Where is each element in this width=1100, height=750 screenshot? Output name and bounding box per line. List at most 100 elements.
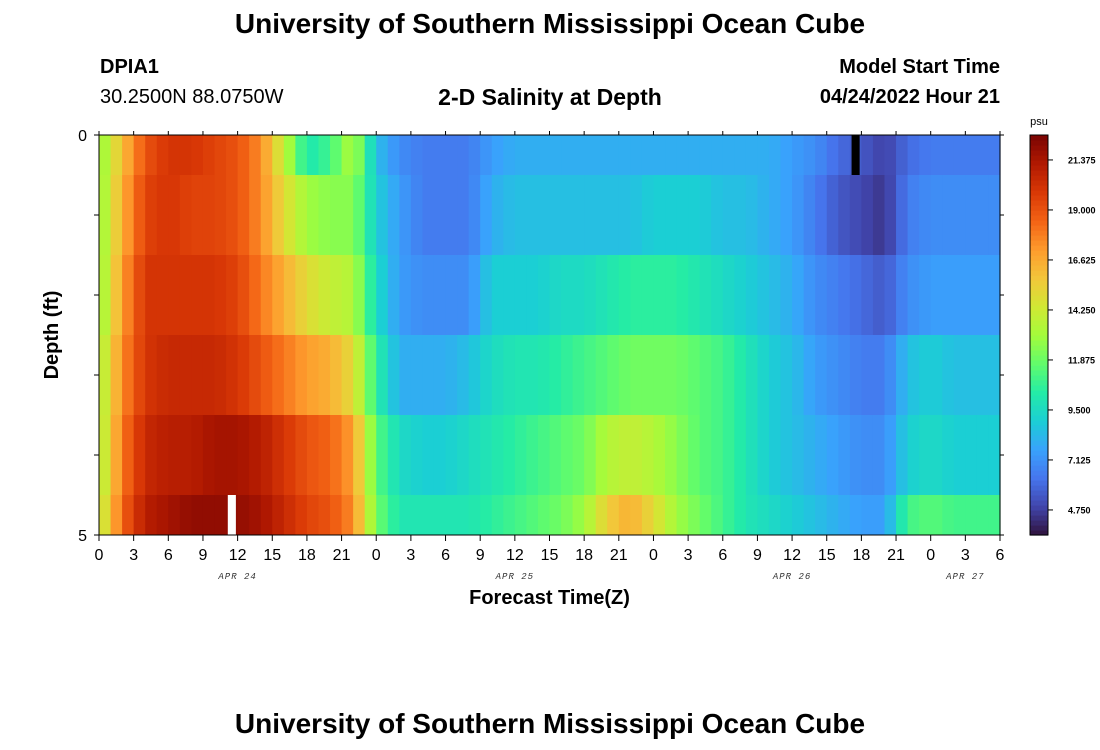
heatmap-cell: [745, 135, 759, 175]
heatmap-cell: [145, 175, 158, 255]
colorbar-segment: [1030, 280, 1048, 286]
heatmap-cell: [491, 175, 504, 255]
heatmap-cell: [896, 335, 909, 415]
heatmap-cell: [745, 495, 759, 535]
heatmap-cell: [491, 415, 504, 495]
heatmap-cell: [145, 335, 158, 415]
heatmap-cell: [965, 135, 978, 175]
heatmap-cell: [653, 415, 666, 495]
heatmap-cell: [537, 175, 551, 255]
heatmap-cell: [399, 335, 412, 415]
heatmap-cell: [526, 335, 539, 415]
heatmap-cell: [988, 415, 1001, 495]
heatmap-cell: [607, 175, 620, 255]
heatmap-cell: [433, 415, 447, 495]
heatmap-cell: [688, 135, 701, 175]
heatmap-cell: [422, 415, 435, 495]
heatmap-cell: [122, 495, 135, 535]
colorbar-tick-label: 7.125: [1068, 455, 1091, 465]
heatmap-cell: [942, 335, 955, 415]
heatmap-cell: [295, 175, 308, 255]
heatmap-cell: [399, 415, 412, 495]
heatmap-cell: [896, 135, 909, 175]
colorbar-segment: [1030, 500, 1048, 506]
heatmap-cell: [884, 175, 897, 255]
heatmap-cell: [884, 255, 897, 335]
heatmap-cell: [745, 415, 759, 495]
heatmap-cell: [572, 175, 585, 255]
heatmap-cell: [942, 415, 955, 495]
heatmap-cell: [792, 255, 805, 335]
heatmap-cell: [133, 255, 146, 335]
colorbar-segment: [1030, 350, 1048, 356]
heatmap-cell: [711, 335, 724, 415]
colorbar-segment: [1030, 495, 1048, 501]
heatmap-cell: [537, 135, 551, 175]
colorbar-segment: [1030, 525, 1048, 531]
heatmap-cell: [803, 175, 816, 255]
x-tick-label: 6: [441, 547, 450, 564]
heatmap-cell: [584, 255, 597, 335]
colorbar-segment: [1030, 285, 1048, 291]
heatmap-cell: [399, 255, 412, 335]
heatmap-cell: [433, 335, 447, 415]
heatmap-cell: [549, 495, 562, 535]
heatmap-cell: [364, 175, 377, 255]
heatmap-cell: [468, 495, 481, 535]
heatmap-cell: [676, 335, 689, 415]
heatmap-cell: [433, 135, 447, 175]
heatmap-cell: [353, 335, 366, 415]
x-tick-label: 21: [610, 547, 628, 564]
colorbar-segment: [1030, 370, 1048, 376]
x-tick-label: 9: [199, 547, 208, 564]
heatmap-cell: [757, 175, 770, 255]
heatmap-cell: [896, 415, 909, 495]
colorbar-segment: [1030, 140, 1048, 146]
colorbar-tick-label: 21.375: [1068, 155, 1096, 165]
heatmap-cell: [330, 255, 343, 335]
heatmap-cell: [341, 135, 354, 175]
heatmap-cell: [526, 175, 539, 255]
heatmap-cell: [191, 415, 204, 495]
heatmap-cell: [341, 255, 354, 335]
heatmap-cell: [422, 175, 435, 255]
heatmap-cell: [711, 495, 724, 535]
colorbar-unit: psu: [1030, 116, 1048, 128]
heatmap-cell: [861, 495, 874, 535]
heatmap-cell: [353, 175, 366, 255]
heatmap-cell: [930, 175, 943, 255]
heatmap-cell: [480, 255, 493, 335]
heatmap-cell: [330, 495, 343, 535]
heatmap-cell: [491, 135, 504, 175]
heatmap-cell: [468, 415, 481, 495]
heatmap-cell: [249, 135, 262, 175]
colorbar-tick-label: 11.875: [1068, 355, 1095, 365]
heatmap-cell: [445, 415, 458, 495]
heatmap-cell: [526, 495, 539, 535]
heatmap-cell: [249, 495, 262, 535]
colorbar-segment: [1030, 265, 1048, 271]
heatmap-cell: [341, 415, 354, 495]
colorbar-segment: [1030, 145, 1048, 151]
heatmap-cell: [214, 135, 227, 175]
colorbar-segment: [1030, 340, 1048, 346]
heatmap-cell: [988, 255, 1001, 335]
colorbar-tick-label: 19.000: [1068, 205, 1096, 215]
heatmap-cell: [226, 135, 239, 175]
heatmap-cell: [387, 335, 400, 415]
colorbar-segment: [1030, 330, 1048, 336]
colorbar-segment: [1030, 275, 1048, 281]
heatmap-cell: [722, 255, 735, 335]
heatmap-cell: [537, 495, 551, 535]
heatmap-cell: [202, 335, 216, 415]
colorbar-segment: [1030, 300, 1048, 306]
heatmap-cell: [214, 175, 227, 255]
heatmap-cell: [202, 175, 216, 255]
heatmap-cell: [722, 495, 735, 535]
x-day-label: APR 26: [772, 572, 811, 582]
heatmap-cell: [468, 175, 481, 255]
heatmap-cell: [699, 175, 712, 255]
heatmap-cell: [942, 255, 955, 335]
heatmap-cell: [768, 135, 782, 175]
colorbar-segment: [1030, 530, 1048, 536]
